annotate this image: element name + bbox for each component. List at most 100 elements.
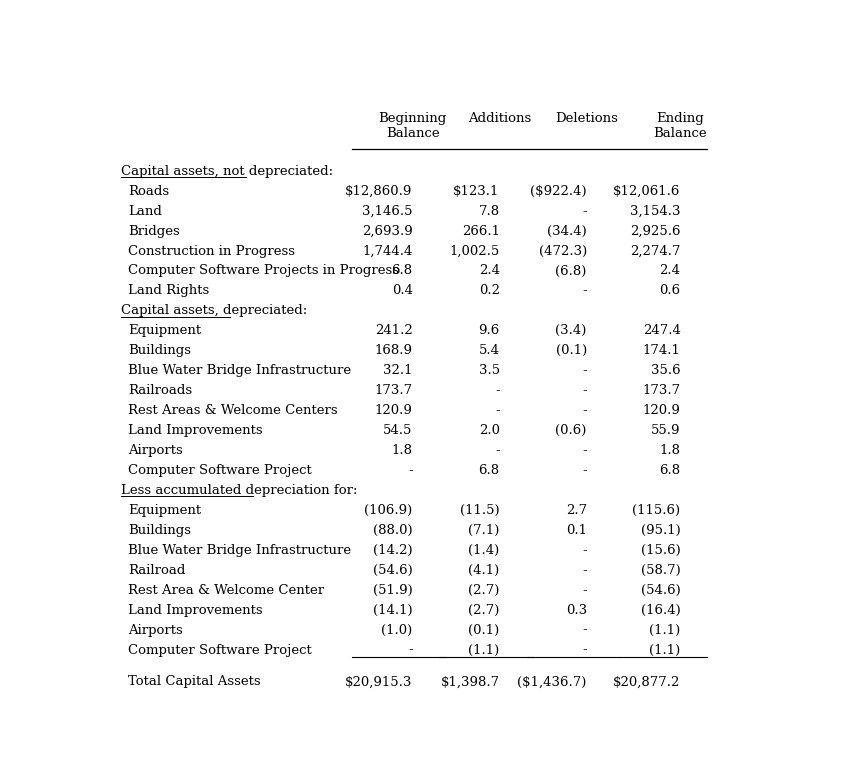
Text: 2,925.6: 2,925.6 [630, 225, 681, 238]
Text: (58.7): (58.7) [641, 564, 681, 577]
Text: 6.8: 6.8 [479, 464, 499, 477]
Text: (14.2): (14.2) [373, 544, 413, 557]
Text: Deletions: Deletions [556, 112, 619, 125]
Text: (95.1): (95.1) [641, 523, 681, 536]
Text: (0.6): (0.6) [556, 424, 587, 437]
Text: -: - [495, 384, 499, 397]
Text: 266.1: 266.1 [461, 225, 499, 238]
Text: Capital assets, not depreciated:: Capital assets, not depreciated: [121, 165, 334, 178]
Text: 0.1: 0.1 [566, 523, 587, 536]
Text: 54.5: 54.5 [384, 424, 413, 437]
Text: (115.6): (115.6) [632, 504, 681, 517]
Text: (6.8): (6.8) [556, 264, 587, 277]
Text: 1.8: 1.8 [391, 444, 413, 457]
Text: 173.7: 173.7 [374, 384, 413, 397]
Text: $12,860.9: $12,860.9 [346, 184, 413, 197]
Text: 3,146.5: 3,146.5 [362, 205, 413, 218]
Text: 174.1: 174.1 [643, 344, 681, 357]
Text: -: - [582, 644, 587, 657]
Text: 2.4: 2.4 [479, 264, 499, 277]
Text: $20,877.2: $20,877.2 [613, 675, 681, 688]
Text: Equipment: Equipment [128, 325, 201, 338]
Text: -: - [582, 564, 587, 577]
Text: -: - [495, 444, 499, 457]
Text: -: - [582, 584, 587, 597]
Text: Additions: Additions [468, 112, 531, 125]
Text: 2,693.9: 2,693.9 [362, 225, 413, 238]
Text: 6.8: 6.8 [659, 464, 681, 477]
Text: -: - [582, 464, 587, 477]
Text: Railroads: Railroads [128, 384, 192, 397]
Text: Equipment: Equipment [128, 504, 201, 517]
Text: (14.1): (14.1) [373, 604, 413, 616]
Text: (54.6): (54.6) [641, 584, 681, 597]
Text: (11.5): (11.5) [461, 504, 499, 517]
Text: Less accumulated depreciation for:: Less accumulated depreciation for: [121, 484, 358, 497]
Text: 9.6: 9.6 [479, 325, 499, 338]
Text: (0.1): (0.1) [468, 623, 499, 636]
Text: 6.8: 6.8 [391, 264, 413, 277]
Text: 1.8: 1.8 [659, 444, 681, 457]
Text: (2.7): (2.7) [468, 604, 499, 616]
Text: 35.6: 35.6 [651, 364, 681, 377]
Text: Buildings: Buildings [128, 344, 191, 357]
Text: -: - [582, 623, 587, 636]
Text: 32.1: 32.1 [383, 364, 413, 377]
Text: (472.3): (472.3) [538, 245, 587, 258]
Text: (1.1): (1.1) [468, 644, 499, 657]
Text: Rest Areas & Welcome Centers: Rest Areas & Welcome Centers [128, 404, 338, 417]
Text: (3.4): (3.4) [556, 325, 587, 338]
Text: (54.6): (54.6) [373, 564, 413, 577]
Text: 7.8: 7.8 [479, 205, 499, 218]
Text: 55.9: 55.9 [651, 424, 681, 437]
Text: -: - [582, 205, 587, 218]
Text: Total Capital Assets: Total Capital Assets [128, 675, 261, 688]
Text: -: - [582, 384, 587, 397]
Text: Blue Water Bridge Infrastructure: Blue Water Bridge Infrastructure [128, 364, 351, 377]
Text: Bridges: Bridges [128, 225, 180, 238]
Text: -: - [582, 284, 587, 297]
Text: Beginning
Balance: Beginning Balance [378, 112, 447, 140]
Text: Land Rights: Land Rights [128, 284, 209, 297]
Text: Computer Software Project: Computer Software Project [128, 464, 312, 477]
Text: -: - [582, 404, 587, 417]
Text: Land: Land [128, 205, 162, 218]
Text: $12,061.6: $12,061.6 [613, 184, 681, 197]
Text: (16.4): (16.4) [641, 604, 681, 616]
Text: -: - [495, 404, 499, 417]
Text: -: - [582, 544, 587, 557]
Text: 173.7: 173.7 [642, 384, 681, 397]
Text: Computer Software Project: Computer Software Project [128, 644, 312, 657]
Text: $123.1: $123.1 [454, 184, 499, 197]
Text: (1.4): (1.4) [468, 544, 499, 557]
Text: (2.7): (2.7) [468, 584, 499, 597]
Text: 2.7: 2.7 [566, 504, 587, 517]
Text: 3,154.3: 3,154.3 [630, 205, 681, 218]
Text: 120.9: 120.9 [643, 404, 681, 417]
Text: -: - [408, 464, 413, 477]
Text: 168.9: 168.9 [375, 344, 413, 357]
Text: 2,274.7: 2,274.7 [630, 245, 681, 258]
Text: (4.1): (4.1) [468, 564, 499, 577]
Text: (0.1): (0.1) [556, 344, 587, 357]
Text: Construction in Progress: Construction in Progress [128, 245, 295, 258]
Text: 0.3: 0.3 [566, 604, 587, 616]
Text: 0.4: 0.4 [391, 284, 413, 297]
Text: -: - [408, 644, 413, 657]
Text: Capital assets, depreciated:: Capital assets, depreciated: [121, 304, 308, 318]
Text: 247.4: 247.4 [643, 325, 681, 338]
Text: Roads: Roads [128, 184, 169, 197]
Text: 120.9: 120.9 [375, 404, 413, 417]
Text: (34.4): (34.4) [547, 225, 587, 238]
Text: $20,915.3: $20,915.3 [346, 675, 413, 688]
Text: (88.0): (88.0) [373, 523, 413, 536]
Text: (15.6): (15.6) [641, 544, 681, 557]
Text: $1,398.7: $1,398.7 [441, 675, 499, 688]
Text: -: - [582, 444, 587, 457]
Text: -: - [582, 364, 587, 377]
Text: 1,744.4: 1,744.4 [362, 245, 413, 258]
Text: Railroad: Railroad [128, 564, 186, 577]
Text: 3.5: 3.5 [479, 364, 499, 377]
Text: (1.0): (1.0) [381, 623, 413, 636]
Text: (7.1): (7.1) [468, 523, 499, 536]
